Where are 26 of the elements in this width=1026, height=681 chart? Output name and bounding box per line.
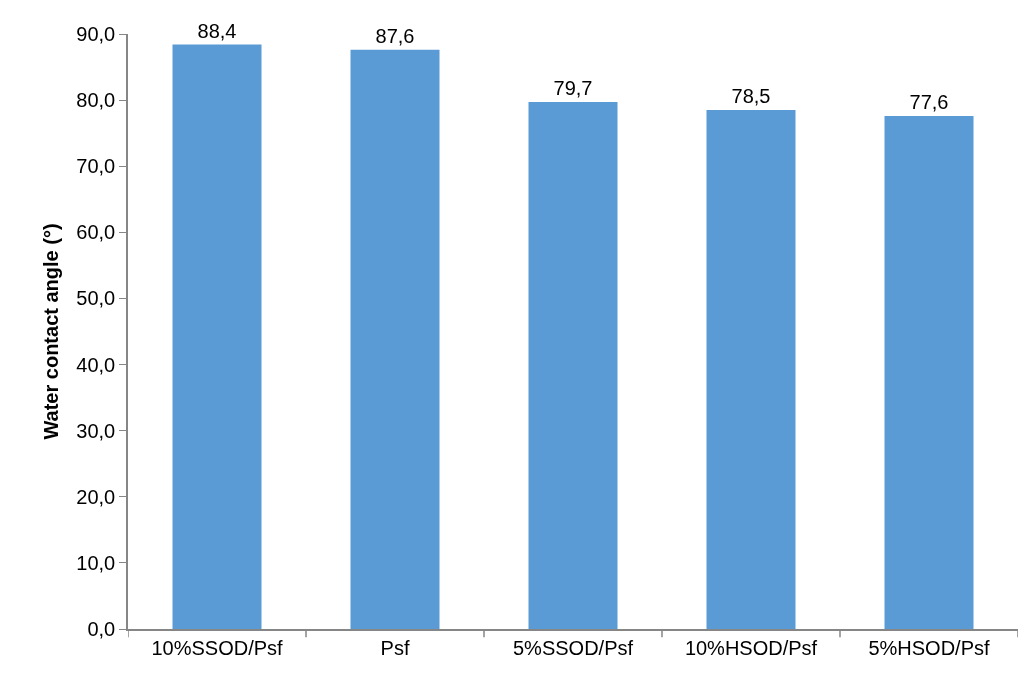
bar: [884, 115, 974, 629]
y-tick-label: 30,0: [76, 419, 116, 442]
x-tick-label: 10%HSOD/Psf: [684, 636, 818, 659]
y-tick-label: 70,0: [76, 155, 116, 178]
bar: [172, 44, 262, 629]
bar: [350, 49, 440, 629]
data-label: 77,6: [909, 90, 949, 113]
data-label: 88,4: [197, 19, 237, 42]
y-tick-label: 90,0: [76, 23, 116, 45]
bar: [528, 102, 618, 629]
y-tick-label: 40,0: [76, 353, 116, 376]
data-label: 78,5: [731, 85, 771, 108]
y-tick-label: 20,0: [76, 485, 116, 508]
y-axis-title: Water contact angle (°): [40, 223, 63, 440]
data-label: 87,6: [375, 24, 415, 47]
y-tick-label: 50,0: [76, 287, 116, 310]
x-tick-label: 5%HSOD/Psf: [868, 636, 991, 659]
y-tick-label: 80,0: [76, 89, 116, 112]
x-tick-label: 10%SSOD/Psf: [151, 636, 284, 659]
x-tick-label: 5%SSOD/Psf: [512, 636, 634, 659]
y-tick-label: 10,0: [76, 551, 116, 574]
y-tick-label: 0,0: [87, 618, 116, 640]
data-label: 79,7: [553, 77, 593, 100]
y-tick-label: 60,0: [76, 221, 116, 244]
x-tick-label: Psf: [380, 636, 410, 659]
bar: [706, 110, 796, 629]
